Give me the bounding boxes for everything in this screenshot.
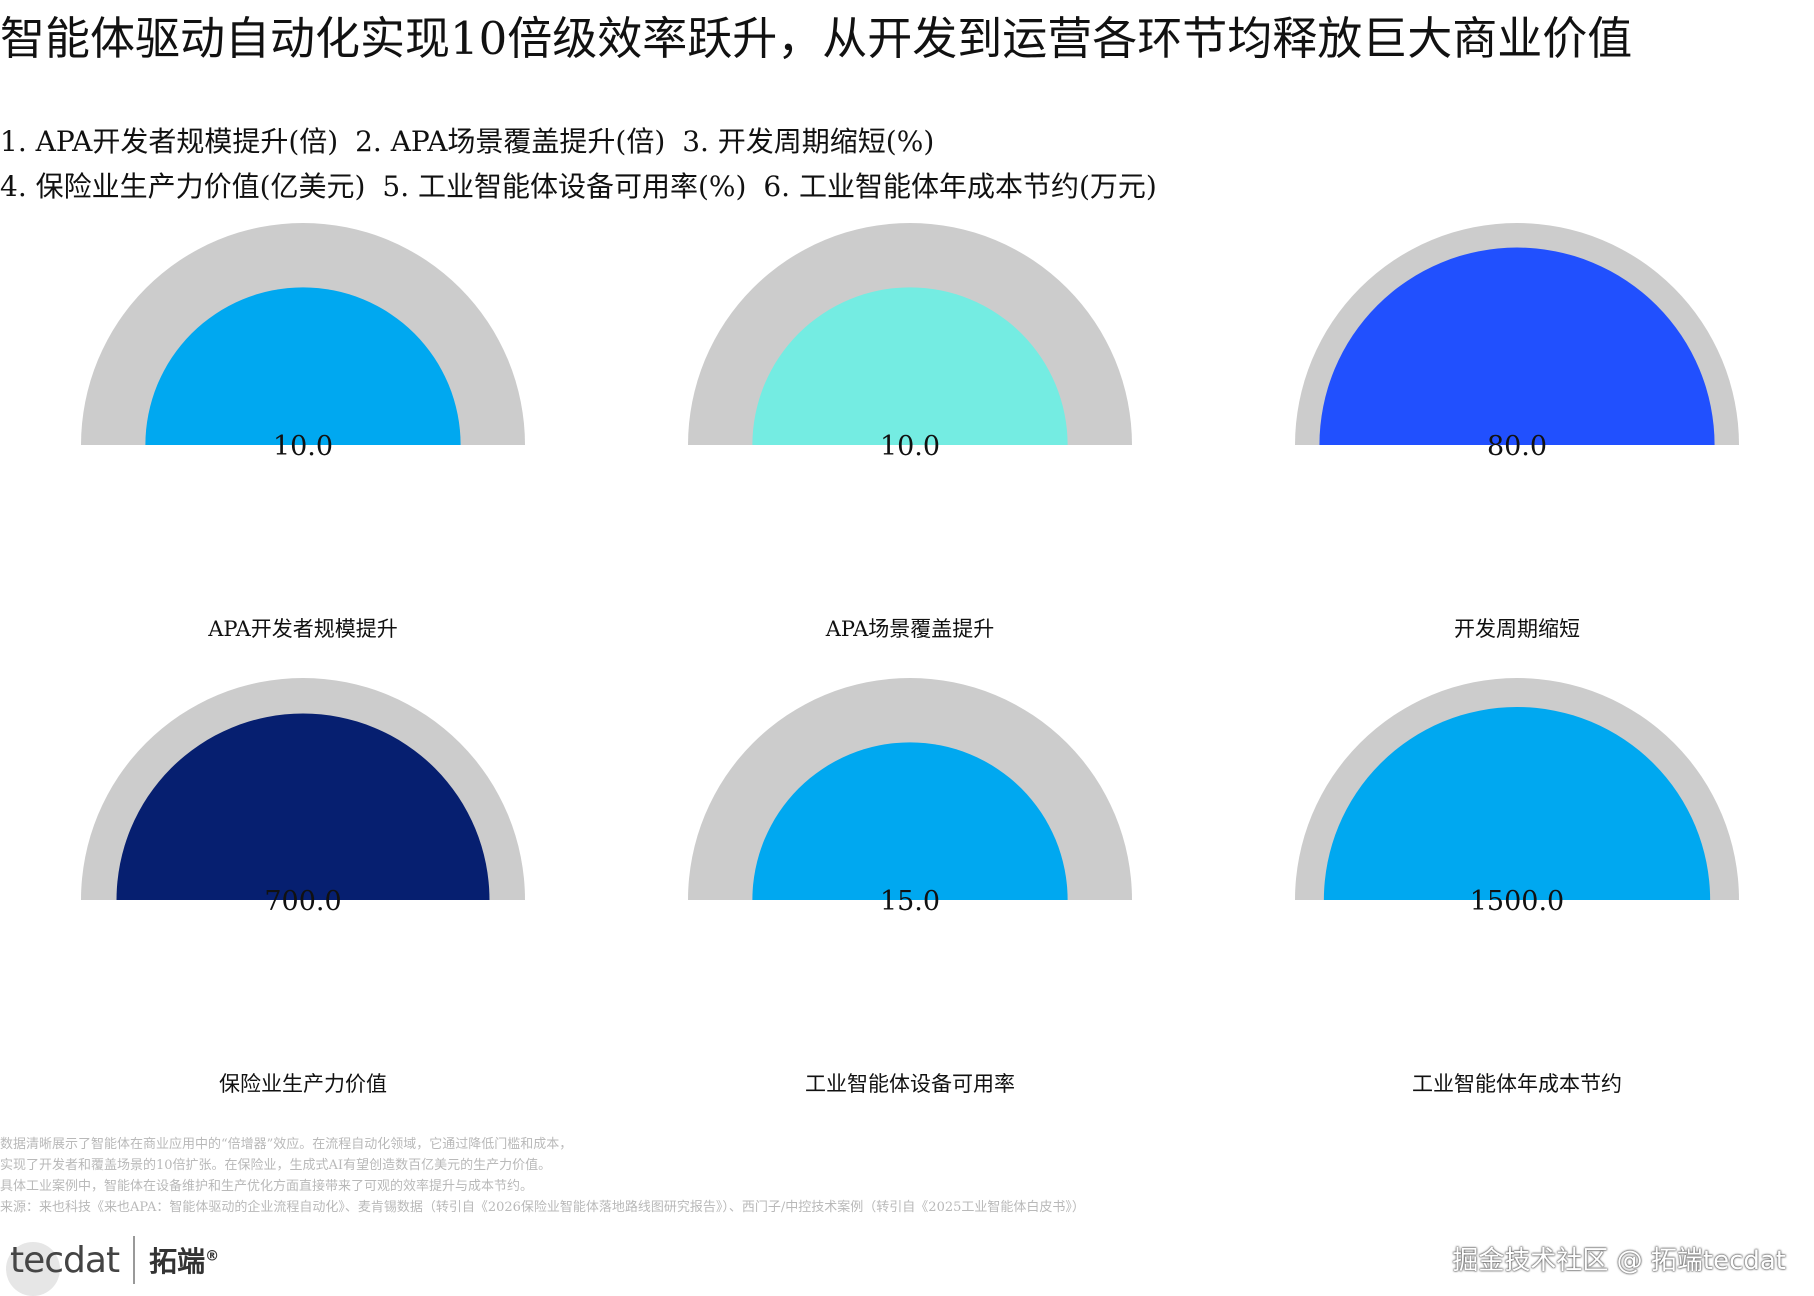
note-line-1: 数据清晰展示了智能体在商业应用中的“倍增器”效应。在流程自动化领域，它通过降低门…: [0, 1137, 573, 1152]
note-line-3: 具体工业案例中，智能体在设备维护和生产优化方面直接带来了可观的效率提升与成本节约…: [0, 1179, 534, 1194]
legend-item-4: 4. 保险业生产力价值(亿美元): [0, 170, 366, 203]
gauge-label-3: 开发周期缩短: [1454, 617, 1580, 641]
gauge-fill-6: [1323, 706, 1711, 900]
footnotes: 数据清晰展示了智能体在商业应用中的“倍增器”效应。在流程自动化领域，它通过降低门…: [0, 1134, 1400, 1218]
legend-line-1: 1. APA开发者规模提升(倍) 2. APA场景覆盖提升(倍) 3. 开发周期…: [0, 124, 942, 160]
legend-item-6: 6. 工业智能体年成本节约(万元): [763, 170, 1157, 203]
gauge-fill-1: [145, 287, 461, 445]
legend-item-3: 3. 开发周期缩短(%): [682, 125, 935, 158]
gauge-value-3: 80.0: [1486, 431, 1548, 462]
gauge-label-6: 工业智能体年成本节约: [1412, 1072, 1622, 1096]
brand-name-text: 拓端: [149, 1245, 206, 1278]
note-line-2: 实现了开发者和覆盖场景的10倍扩张。在保险业，生成式AI有望创造数百亿美元的生产…: [0, 1158, 552, 1173]
tecdat-logo-icon: tecdat: [6, 1239, 120, 1296]
legend-line-2: 4. 保险业生产力价值(亿美元) 5. 工业智能体设备可用率(%) 6. 工业智…: [0, 169, 1165, 205]
legend-item-1: 1. APA开发者规模提升(倍): [0, 125, 339, 158]
brand-logo-text: tecdat: [10, 1239, 120, 1281]
gauge-label-4: 保险业生产力价值: [219, 1072, 387, 1096]
chart-title: 智能体驱动自动化实现10倍级效率跃升，从开发到运营各环节均释放巨大商业价值: [0, 12, 1633, 65]
gauge-value-2: 10.0: [879, 431, 941, 462]
gauge-value-4: 700.0: [264, 886, 342, 917]
gauge-value-1: 10.0: [272, 431, 334, 462]
legend-item-5: 5. 工业智能体设备可用率(%): [382, 170, 747, 203]
gauge-fill-3: [1319, 247, 1715, 445]
gauge-label-2: APA场景覆盖提升: [825, 617, 995, 641]
gauge-fill-5: [752, 742, 1068, 900]
legend-item-2: 2. APA场景覆盖提升(倍): [355, 125, 666, 158]
gauge-label-5: 工业智能体设备可用率: [805, 1072, 1015, 1096]
brand-divider: [133, 1236, 136, 1284]
brand-name: 拓端®: [149, 1240, 219, 1280]
source-line: 来源：来也科技《来也APA：智能体驱动的企业流程自动化》、麦肯锡数据（转引自《2…: [0, 1200, 1085, 1215]
gauge-label-1: APA开发者规模提升: [208, 617, 398, 641]
registered-mark: ®: [205, 1248, 220, 1265]
gauge-fill-4: [116, 713, 490, 900]
gauge-value-5: 15.0: [879, 886, 941, 917]
watermark: 掘金技术社区 @ 拓端tecdat: [1452, 1246, 1786, 1276]
gauge-value-6: 1500.0: [1469, 886, 1565, 917]
brand-logo: tecdat 拓端®: [6, 1232, 219, 1296]
gauge-fill-2: [752, 287, 1068, 445]
